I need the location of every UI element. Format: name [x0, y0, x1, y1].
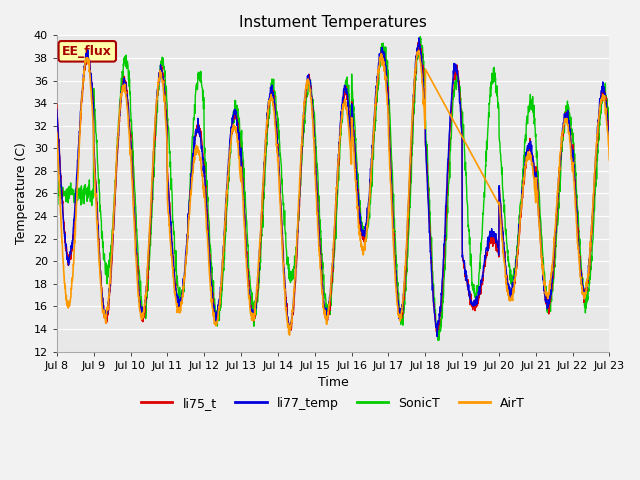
- X-axis label: Time: Time: [318, 376, 349, 389]
- Y-axis label: Temperature (C): Temperature (C): [15, 143, 28, 244]
- Title: Instument Temperatures: Instument Temperatures: [239, 15, 427, 30]
- Legend: li75_t, li77_temp, SonicT, AirT: li75_t, li77_temp, SonicT, AirT: [136, 392, 530, 415]
- Text: EE_flux: EE_flux: [62, 45, 112, 58]
